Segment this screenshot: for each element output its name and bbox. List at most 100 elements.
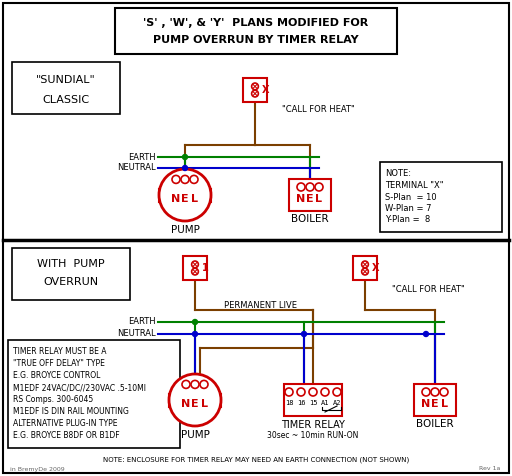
Circle shape <box>172 175 180 183</box>
Text: OVERRUN: OVERRUN <box>44 277 99 287</box>
Text: 'S' , 'W', & 'Y'  PLANS MODIFIED FOR: 'S' , 'W', & 'Y' PLANS MODIFIED FOR <box>143 18 369 28</box>
Text: N: N <box>421 399 431 409</box>
Circle shape <box>306 183 314 191</box>
Text: BOILER: BOILER <box>291 214 329 224</box>
Bar <box>159 188 168 201</box>
Text: N: N <box>181 399 190 409</box>
Bar <box>212 394 221 407</box>
Text: "TRUE OFF DELAY" TYPE: "TRUE OFF DELAY" TYPE <box>13 359 105 368</box>
Bar <box>380 162 502 232</box>
Circle shape <box>423 331 429 337</box>
Bar <box>284 384 342 416</box>
Text: E.G. BROYCE CONTROL: E.G. BROYCE CONTROL <box>13 371 100 380</box>
Text: PUMP OVERRUN BY TIMER RELAY: PUMP OVERRUN BY TIMER RELAY <box>153 35 359 45</box>
Bar <box>8 340 180 448</box>
Circle shape <box>182 380 190 388</box>
Text: M1EDF 24VAC/DC//230VAC .5-10MI: M1EDF 24VAC/DC//230VAC .5-10MI <box>13 384 146 393</box>
Text: S-Plan  = 10: S-Plan = 10 <box>385 192 437 201</box>
Circle shape <box>251 83 259 90</box>
Text: NOTE: ENCLOSURE FOR TIMER RELAY MAY NEED AN EARTH CONNECTION (NOT SHOWN): NOTE: ENCLOSURE FOR TIMER RELAY MAY NEED… <box>103 457 409 463</box>
Bar <box>169 394 178 407</box>
Text: BOILER: BOILER <box>416 419 454 429</box>
Text: L: L <box>201 399 207 409</box>
Circle shape <box>169 374 221 426</box>
Text: PERMANENT LIVE: PERMANENT LIVE <box>224 300 296 309</box>
Circle shape <box>182 166 187 170</box>
Bar <box>183 256 207 280</box>
Text: L: L <box>440 399 447 409</box>
Text: NEUTRAL: NEUTRAL <box>117 163 156 172</box>
Text: X: X <box>372 263 379 273</box>
Bar <box>115 8 397 54</box>
Text: 30sec ~ 10min RUN-ON: 30sec ~ 10min RUN-ON <box>267 432 359 440</box>
Text: PUMP: PUMP <box>170 225 200 235</box>
Text: NOTE:: NOTE: <box>385 169 411 178</box>
Text: E: E <box>431 399 439 409</box>
Circle shape <box>309 388 317 396</box>
Text: W-Plan = 7: W-Plan = 7 <box>385 204 432 213</box>
Text: "CALL FOR HEAT": "CALL FOR HEAT" <box>392 286 465 295</box>
Circle shape <box>191 380 199 388</box>
Circle shape <box>440 388 448 396</box>
Circle shape <box>302 331 307 337</box>
Text: A1: A1 <box>321 400 329 406</box>
Circle shape <box>361 261 368 268</box>
Circle shape <box>297 183 305 191</box>
Text: EARTH: EARTH <box>129 152 156 161</box>
Text: NEUTRAL: NEUTRAL <box>117 329 156 338</box>
Text: 15: 15 <box>309 400 317 406</box>
Circle shape <box>191 261 198 268</box>
Text: TIMER RELAY: TIMER RELAY <box>281 420 345 430</box>
Text: 18: 18 <box>285 400 293 406</box>
Text: TERMINAL "X": TERMINAL "X" <box>385 181 443 190</box>
Text: M1EDF IS DIN RAIL MOUNTING: M1EDF IS DIN RAIL MOUNTING <box>13 407 129 416</box>
Circle shape <box>251 90 259 97</box>
Circle shape <box>193 331 198 337</box>
Circle shape <box>285 388 293 396</box>
Bar <box>12 248 130 300</box>
Bar <box>414 384 456 416</box>
Circle shape <box>422 388 430 396</box>
Circle shape <box>333 388 341 396</box>
Text: 1: 1 <box>202 263 208 273</box>
Text: WITH  PUMP: WITH PUMP <box>37 259 105 269</box>
Bar <box>12 62 120 114</box>
Text: Y-Plan =  8: Y-Plan = 8 <box>385 216 430 225</box>
Circle shape <box>182 155 187 159</box>
Bar <box>202 188 211 201</box>
Text: "CALL FOR HEAT": "CALL FOR HEAT" <box>282 106 355 115</box>
Bar <box>243 78 267 102</box>
Circle shape <box>431 388 439 396</box>
Circle shape <box>159 169 211 221</box>
Text: X: X <box>262 85 269 95</box>
Text: N: N <box>296 194 306 204</box>
Text: ALTERNATIVE PLUG-IN TYPE: ALTERNATIVE PLUG-IN TYPE <box>13 419 117 428</box>
Circle shape <box>193 319 198 325</box>
Circle shape <box>181 175 189 183</box>
Circle shape <box>190 175 198 183</box>
Text: Rev 1a: Rev 1a <box>479 466 500 472</box>
Circle shape <box>191 268 198 275</box>
Text: "SUNDIAL": "SUNDIAL" <box>36 75 96 85</box>
Text: A2: A2 <box>333 400 342 406</box>
Text: TIMER RELAY MUST BE A: TIMER RELAY MUST BE A <box>13 347 106 357</box>
Text: E: E <box>181 194 189 204</box>
Circle shape <box>321 388 329 396</box>
Circle shape <box>297 388 305 396</box>
Text: E.G. BROYCE B8DF OR B1DF: E.G. BROYCE B8DF OR B1DF <box>13 432 120 440</box>
Text: PUMP: PUMP <box>181 430 209 440</box>
Text: E: E <box>191 399 199 409</box>
Circle shape <box>200 380 208 388</box>
Text: N: N <box>172 194 181 204</box>
Bar <box>289 179 331 211</box>
Text: EARTH: EARTH <box>129 317 156 327</box>
Bar <box>353 256 377 280</box>
Circle shape <box>315 183 323 191</box>
Text: 16: 16 <box>297 400 305 406</box>
Text: L: L <box>190 194 198 204</box>
Circle shape <box>361 268 368 275</box>
Text: RS Comps. 300-6045: RS Comps. 300-6045 <box>13 396 93 405</box>
Text: in BremyDe 2009: in BremyDe 2009 <box>10 466 65 472</box>
Text: E: E <box>306 194 314 204</box>
Text: CLASSIC: CLASSIC <box>42 95 90 105</box>
